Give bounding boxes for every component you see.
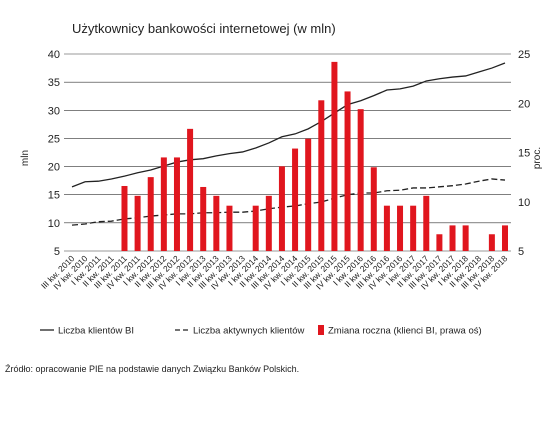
bar	[200, 186, 207, 251]
bar	[383, 205, 390, 251]
bar	[318, 100, 325, 251]
y-tick-label: 15	[48, 190, 60, 202]
y-tick-label: 30	[48, 105, 60, 117]
bar	[187, 128, 194, 251]
bar	[488, 234, 495, 251]
bar	[305, 138, 312, 251]
y-tick-label: 10	[48, 218, 60, 230]
bar	[502, 225, 508, 251]
y2-tick-label: 20	[518, 98, 530, 110]
bar	[160, 157, 167, 251]
y-tick-label: 35	[48, 77, 60, 89]
bar	[370, 167, 377, 251]
y-tick-label: 20	[48, 162, 60, 174]
bar	[449, 225, 456, 251]
bar	[134, 195, 141, 251]
bar	[265, 195, 272, 251]
y2-tick-label: 25	[518, 49, 530, 61]
bar	[423, 195, 430, 251]
bar	[278, 166, 285, 251]
bar	[121, 185, 128, 251]
bar	[147, 177, 154, 251]
chart-title: Użytkownicy bankowości internetowej (w m…	[72, 21, 336, 36]
line	[71, 62, 506, 188]
bar	[331, 61, 338, 251]
y2-tick-label: 10	[518, 197, 530, 209]
y2-axis-label: proc.	[532, 147, 543, 169]
bar	[397, 205, 404, 251]
y2-tick-label: 15	[518, 148, 530, 160]
y2-tick-label: 5	[518, 246, 524, 258]
y-tick-label: 25	[48, 133, 60, 145]
line	[71, 178, 506, 226]
legend-swatch	[318, 325, 324, 335]
y-tick-label: 40	[48, 49, 60, 61]
bar	[410, 205, 417, 251]
bar	[462, 225, 469, 251]
bar	[173, 157, 180, 251]
bar	[213, 195, 220, 251]
bar	[252, 205, 259, 251]
legend-label: Zmiana roczna (klienci BI, prawa oś)	[328, 326, 482, 337]
source-note: Źródło: opracowanie PIE na podstawie dan…	[5, 364, 299, 374]
bar	[344, 91, 351, 252]
y-axis-label: mln	[20, 150, 31, 166]
bar	[436, 234, 443, 251]
legend-label: Liczba aktywnych klientów	[193, 326, 305, 337]
legend-label: Liczba klientów BI	[58, 326, 134, 337]
y-tick-label: 5	[54, 246, 60, 258]
bar	[292, 148, 299, 251]
bar	[226, 205, 233, 251]
bar	[357, 109, 364, 251]
